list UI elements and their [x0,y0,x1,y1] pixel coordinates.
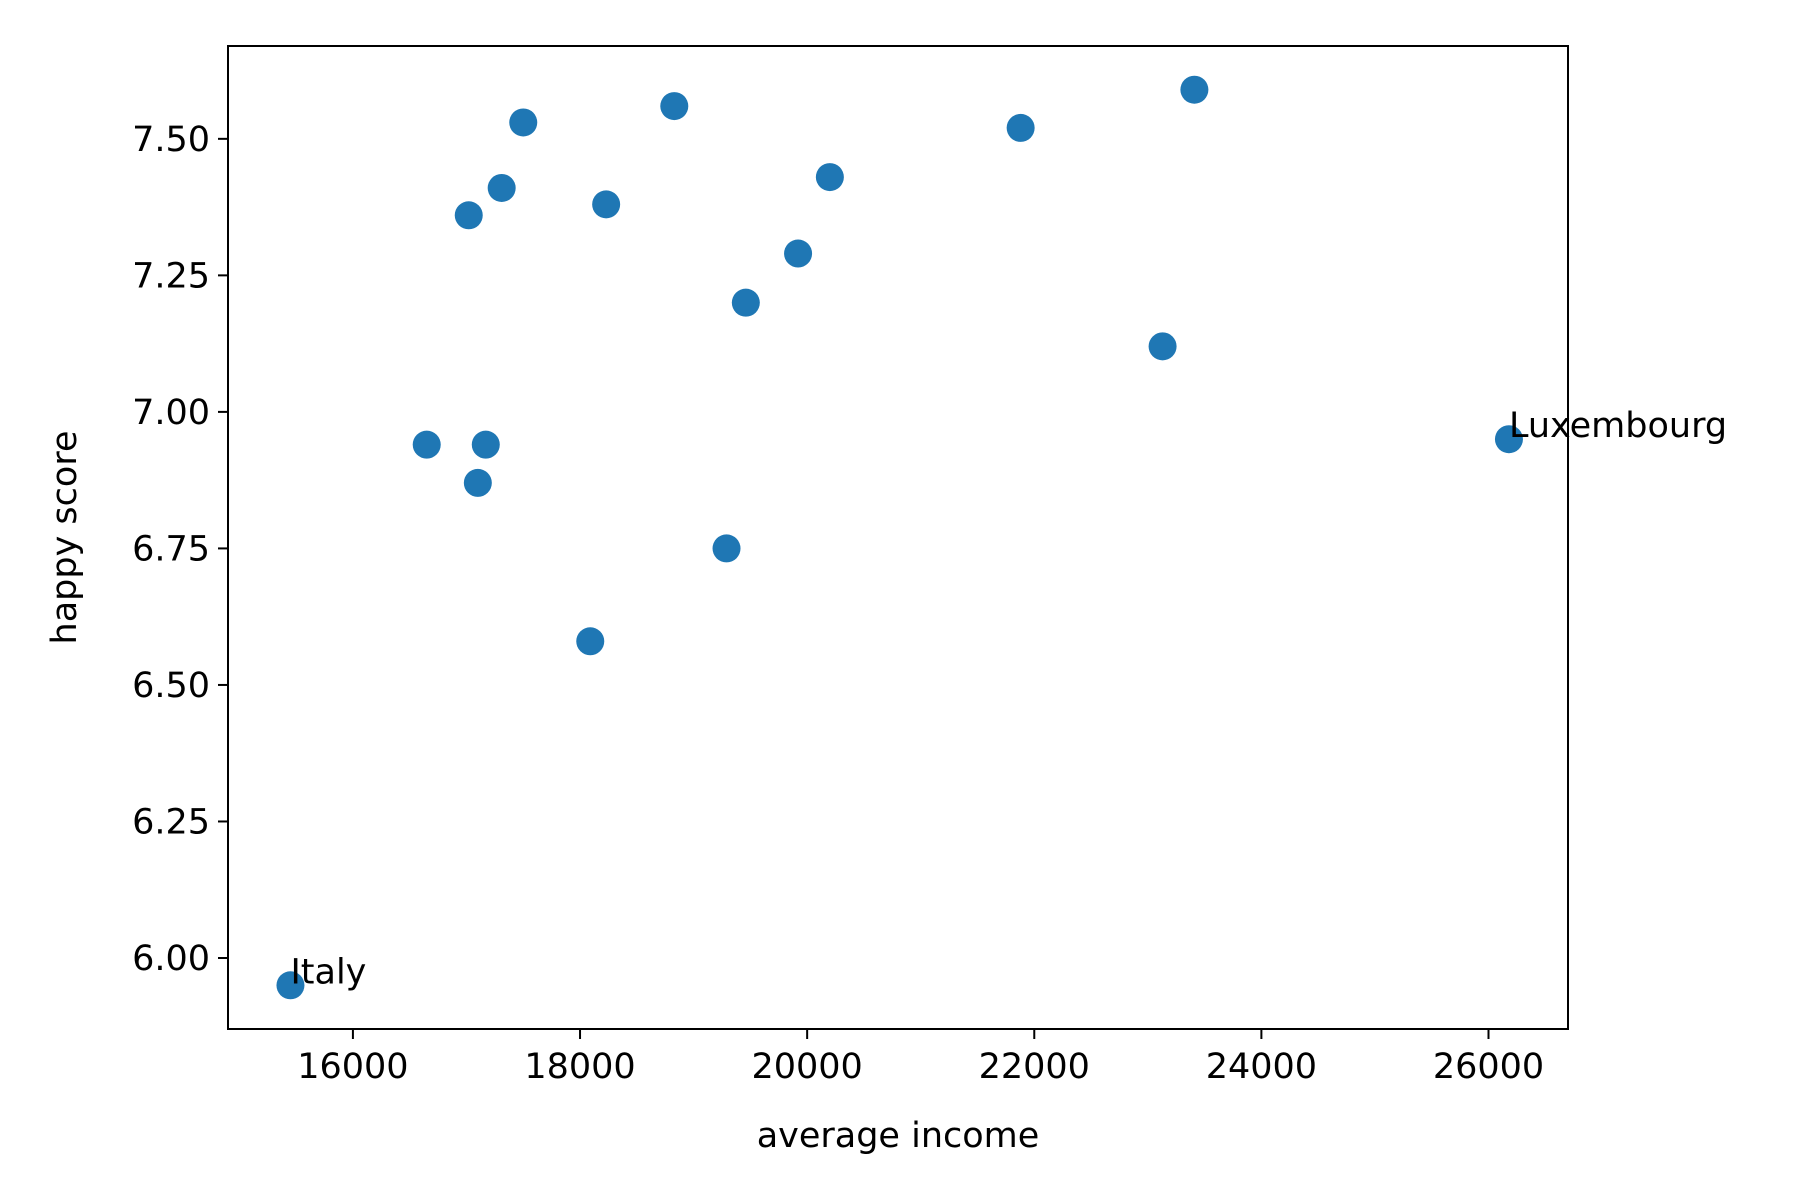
data-point [454,201,483,230]
data-point [1006,113,1035,142]
data-point [509,108,538,137]
data-point [487,173,516,202]
x-tick-label: 26000 [1433,1047,1544,1087]
x-tick-label: 24000 [1206,1047,1317,1087]
x-ticks: 16000 18000 20000 22000 24000 26000 [297,1029,1544,1087]
data-point [471,430,500,459]
plot-frame [227,45,1569,1030]
x-tick-label: 20000 [751,1047,862,1087]
y-tick-label: 7.25 [132,256,210,296]
data-point [1148,332,1177,361]
x-tick-label: 22000 [979,1047,1090,1087]
y-ticks: 6.00 6.25 6.50 6.75 7.00 7.25 7.50 [132,120,228,979]
data-point [592,190,621,219]
data-point [463,468,492,497]
y-tick-label: 6.50 [132,666,210,706]
y-tick-label: 6.25 [132,802,210,842]
data-point [1180,75,1209,104]
annotation-layer: Italy Luxembourg [290,406,1727,992]
data-point [1494,425,1523,454]
data-point [784,239,813,268]
points-layer [276,75,1523,1000]
point-annotation: Italy [290,952,366,992]
data-point [660,92,689,121]
y-tick-label: 6.00 [132,939,210,979]
point-annotation: Luxembourg [1509,406,1727,446]
data-point [815,163,844,192]
x-tick-label: 18000 [524,1047,635,1087]
y-axis-label: happy score [45,431,85,645]
y-tick-label: 7.50 [132,120,210,160]
y-tick-label: 7.00 [132,393,210,433]
data-point [712,534,741,563]
data-point [276,971,305,1000]
x-tick-label: 16000 [297,1047,408,1087]
data-point [412,430,441,459]
data-point [731,288,760,317]
y-tick-label: 6.75 [132,529,210,569]
data-point [576,627,605,656]
x-axis-label: average income [757,1116,1040,1156]
